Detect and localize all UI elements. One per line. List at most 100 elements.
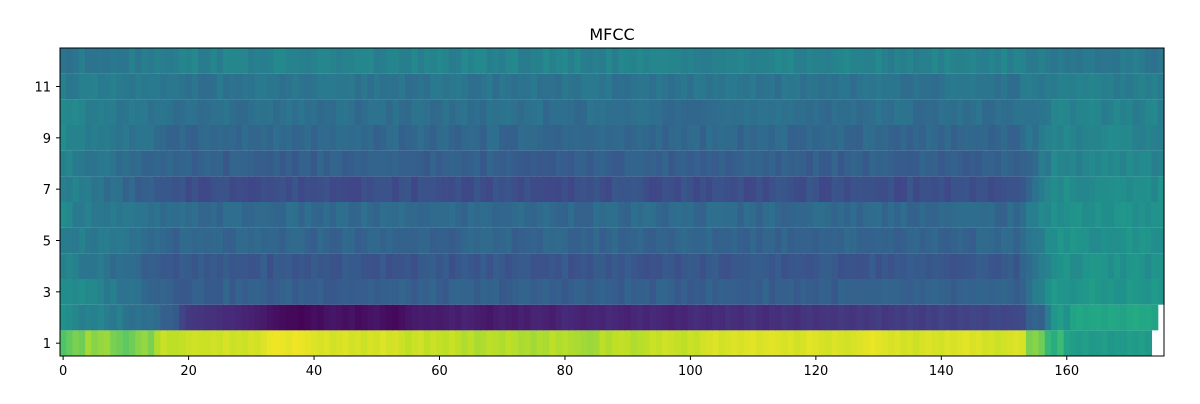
heatmap-cell <box>1007 176 1015 202</box>
heatmap-cell <box>950 304 958 331</box>
heatmap-cell <box>549 73 557 100</box>
heatmap-cell <box>1038 125 1046 151</box>
heatmap-cell <box>298 176 306 202</box>
heatmap-cell <box>1082 253 1090 279</box>
heatmap-cell <box>568 99 575 125</box>
heatmap-cell <box>1076 253 1084 279</box>
heatmap-cell <box>480 279 488 305</box>
heatmap-cell <box>336 202 343 228</box>
heatmap-cell <box>712 202 720 228</box>
heatmap-cell <box>706 304 713 331</box>
heatmap-cell <box>430 125 437 151</box>
heatmap-cell <box>530 227 538 254</box>
heatmap-cell <box>731 253 739 279</box>
heatmap-cell <box>336 253 343 279</box>
heatmap-cell <box>442 125 450 151</box>
heatmap-cell <box>706 125 713 151</box>
heatmap-cell <box>254 125 262 151</box>
heatmap-cell <box>129 202 136 228</box>
heatmap-cell <box>938 73 946 100</box>
heatmap-cell <box>292 330 299 356</box>
heatmap-cell <box>185 330 193 356</box>
heatmap-cell <box>624 48 632 74</box>
heatmap-cell <box>91 304 99 331</box>
heatmap-cell <box>417 73 425 100</box>
plot-frame <box>59 47 1165 357</box>
heatmap-cell <box>869 176 877 202</box>
heatmap-cell <box>693 73 701 100</box>
heatmap-cell <box>925 227 933 254</box>
heatmap-cell <box>605 253 613 279</box>
heatmap-cell <box>593 125 601 151</box>
heatmap-cell <box>198 330 205 356</box>
heatmap-cell <box>1057 125 1065 151</box>
heatmap-cell <box>712 330 720 356</box>
heatmap-cell <box>1132 99 1140 125</box>
heatmap-cell <box>398 48 406 74</box>
heatmap-cell <box>1088 176 1096 202</box>
heatmap-cell <box>317 150 325 177</box>
heatmap-cell <box>618 279 626 305</box>
heatmap-cell <box>204 125 212 151</box>
heatmap-cell <box>60 279 67 305</box>
heatmap-cell <box>561 304 569 331</box>
heatmap-cell <box>599 176 607 202</box>
heatmap-cell <box>442 73 450 100</box>
heatmap-cell <box>1044 150 1052 177</box>
heatmap-cell <box>1057 304 1065 331</box>
heatmap-cell <box>524 48 532 74</box>
heatmap-cell <box>624 253 632 279</box>
heatmap-cell <box>166 279 174 305</box>
heatmap-cell <box>110 279 118 305</box>
heatmap-cell <box>906 227 914 254</box>
heatmap-cell <box>681 330 688 356</box>
heatmap-cell <box>78 253 86 279</box>
heatmap-cell <box>1019 227 1027 254</box>
heatmap-cell <box>260 279 268 305</box>
heatmap-cell <box>574 304 582 331</box>
heatmap-cell <box>260 176 268 202</box>
heatmap-cell <box>844 99 851 125</box>
heatmap-cell <box>612 99 619 125</box>
heatmap-cell <box>379 202 387 228</box>
heatmap-cell <box>480 304 488 331</box>
heatmap-cell <box>724 330 732 356</box>
heatmap-cell <box>894 73 902 100</box>
heatmap-cell <box>166 304 174 331</box>
heatmap-cell <box>913 227 920 254</box>
heatmap-cell <box>1044 304 1052 331</box>
heatmap-cell <box>580 48 588 74</box>
heatmap-cell <box>862 253 870 279</box>
heatmap-cell <box>91 73 99 100</box>
heatmap-cell <box>72 253 80 279</box>
heatmap-cell <box>367 304 375 331</box>
heatmap-cell <box>304 125 312 151</box>
heatmap-cell <box>373 202 381 228</box>
heatmap-cell <box>172 150 180 177</box>
heatmap-cell <box>229 176 237 202</box>
heatmap-cell <box>486 202 494 228</box>
heatmap-cell <box>467 48 475 74</box>
heatmap-cell <box>1000 176 1008 202</box>
heatmap-cell <box>191 253 199 279</box>
heatmap-cell <box>116 176 124 202</box>
heatmap-cell <box>405 99 412 125</box>
heatmap-cell <box>988 176 996 202</box>
heatmap-cell <box>72 227 80 254</box>
heatmap-cell <box>662 202 670 228</box>
heatmap-cell <box>743 48 751 74</box>
heatmap-cell <box>91 125 99 151</box>
heatmap-cell <box>762 176 770 202</box>
heatmap-cell <box>938 202 946 228</box>
heatmap-cell <box>348 176 356 202</box>
heatmap-cell <box>66 176 74 202</box>
heatmap-cell <box>750 48 757 74</box>
heatmap-cell <box>938 176 946 202</box>
heatmap-cell <box>517 253 525 279</box>
heatmap-cell <box>812 304 820 331</box>
heatmap-cell <box>768 48 776 74</box>
heatmap-cell <box>950 73 958 100</box>
heatmap-cell <box>310 176 318 202</box>
heatmap-cell <box>480 125 488 151</box>
heatmap-cell <box>1063 227 1071 254</box>
